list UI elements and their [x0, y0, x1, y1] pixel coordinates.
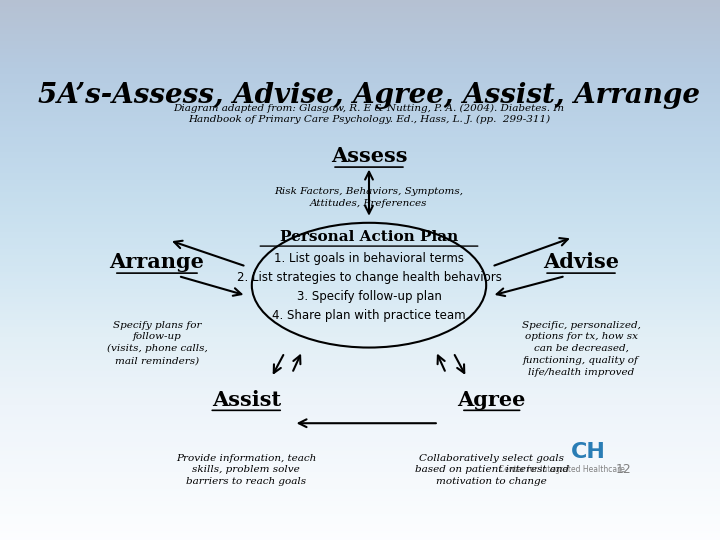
Text: 5A’s-Assess, Advise, Agree, Assist, Arrange: 5A’s-Assess, Advise, Agree, Assist, Arra…	[38, 82, 700, 109]
Text: Assess: Assess	[330, 146, 408, 166]
Text: Diagram adapted from: Glasgow, R. E & Nutting, P. A. (2004). Diabetes. In: Diagram adapted from: Glasgow, R. E & Nu…	[174, 104, 564, 113]
Text: Specify plans for
follow-up
(visits, phone calls,
mail reminders): Specify plans for follow-up (visits, pho…	[107, 321, 207, 365]
Text: Arrange: Arrange	[109, 252, 204, 272]
Text: 12: 12	[616, 463, 631, 476]
Text: Agree: Agree	[458, 389, 526, 409]
Text: Personal Action Plan: Personal Action Plan	[280, 231, 458, 245]
Text: 1. List goals in behavioral terms
2. List strategies to change health behaviors
: 1. List goals in behavioral terms 2. Lis…	[237, 252, 501, 322]
Text: Specific, personalized,
options for tx, how sx
can be decreased,
functioning, qu: Specific, personalized, options for tx, …	[521, 321, 641, 377]
Text: Provide information, teach
skills, problem solve
barriers to reach goals: Provide information, teach skills, probl…	[176, 454, 316, 486]
Text: Center for Integrated Healthcare: Center for Integrated Healthcare	[498, 465, 624, 474]
Text: Advise: Advise	[543, 252, 619, 272]
Text: Collaboratively select goals
based on patient interest and
motivation to change: Collaboratively select goals based on pa…	[415, 454, 569, 486]
Text: Risk Factors, Behaviors, Symptoms,
Attitudes, Preferences: Risk Factors, Behaviors, Symptoms, Attit…	[274, 187, 464, 208]
Text: Handbook of Primary Care Psychology. Ed., Hass, L. J. (pp.  299-311): Handbook of Primary Care Psychology. Ed.…	[188, 114, 550, 124]
Text: Assist: Assist	[212, 389, 281, 409]
Text: CH: CH	[571, 442, 606, 462]
